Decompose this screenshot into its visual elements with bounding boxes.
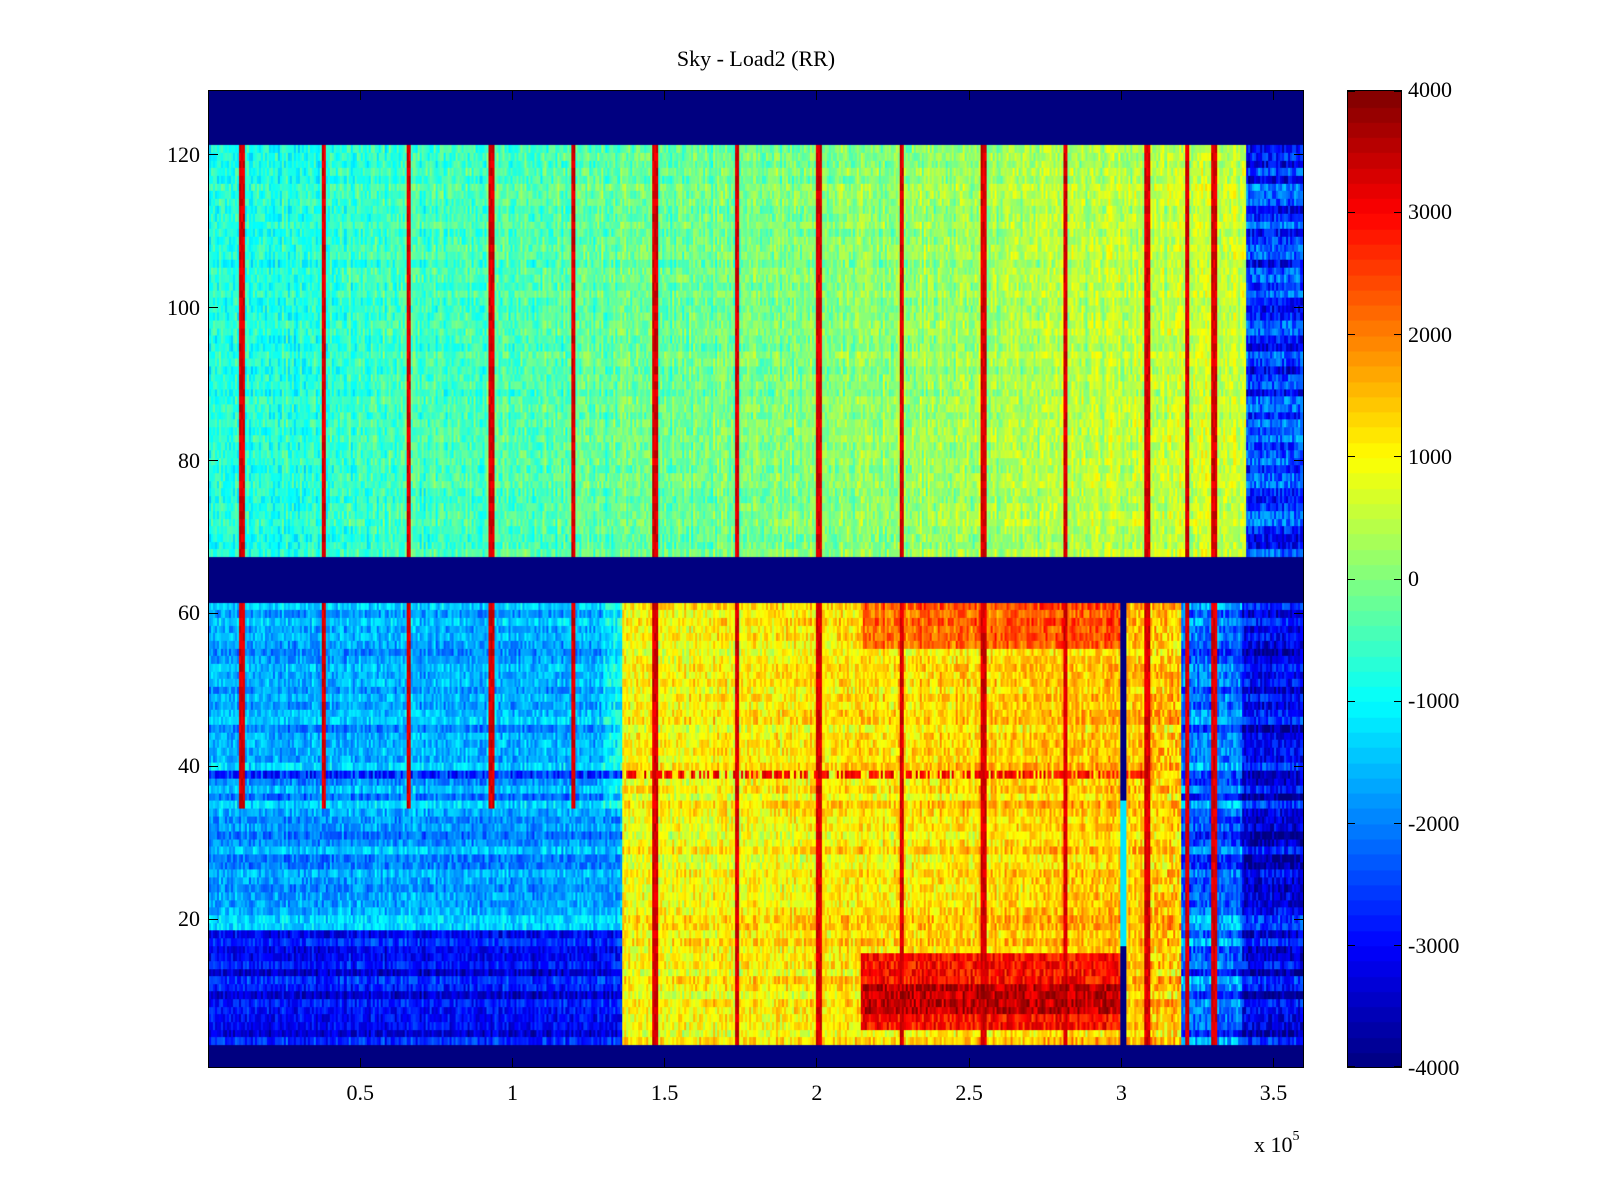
colorbar-tick-label: -2000: [1408, 810, 1460, 836]
heatmap-plot-area: [208, 90, 1304, 1068]
x-axis-multiplier: x 105: [1254, 1128, 1300, 1158]
x-tick-label: 0.5: [346, 1080, 374, 1105]
chart-title: Sky - Load2 (RR): [676, 46, 836, 71]
y-tick-label: 100: [167, 294, 200, 320]
x-tick-label: 1.5: [650, 1080, 679, 1105]
y-tick-label: 40: [178, 753, 200, 779]
x-multiplier-base: x 10: [1254, 1132, 1293, 1157]
colorbar-tick-label: 1000: [1408, 443, 1452, 469]
colorbar-tick-label: 0: [1408, 566, 1419, 591]
colorbar-tick-label: -4000: [1408, 1055, 1460, 1080]
colorbar-gradient: [1348, 91, 1401, 1067]
colorbar-tick-label: -1000: [1408, 688, 1460, 714]
x-tick-label: 2.5: [955, 1080, 983, 1105]
x-tick-label: 1: [506, 1080, 518, 1105]
x-tick-label: 3: [1115, 1080, 1127, 1105]
colorbar: [1347, 90, 1402, 1068]
y-tick-label: 20: [178, 906, 200, 931]
x-multiplier-exponent: 5: [1292, 1128, 1300, 1144]
colorbar-tick-label: 4000: [1408, 77, 1452, 102]
colorbar-tick-label: 2000: [1408, 321, 1452, 347]
x-tick-label: 3.5: [1259, 1080, 1288, 1105]
y-tick-label: 120: [167, 141, 200, 167]
y-tick-label: 60: [178, 600, 200, 626]
colorbar-tick-label: -3000: [1408, 932, 1460, 958]
y-tick-label: 80: [178, 447, 200, 473]
heatmap-cells: [209, 91, 1303, 1067]
x-tick-label: 2: [811, 1080, 823, 1105]
colorbar-tick-label: 3000: [1408, 199, 1452, 225]
